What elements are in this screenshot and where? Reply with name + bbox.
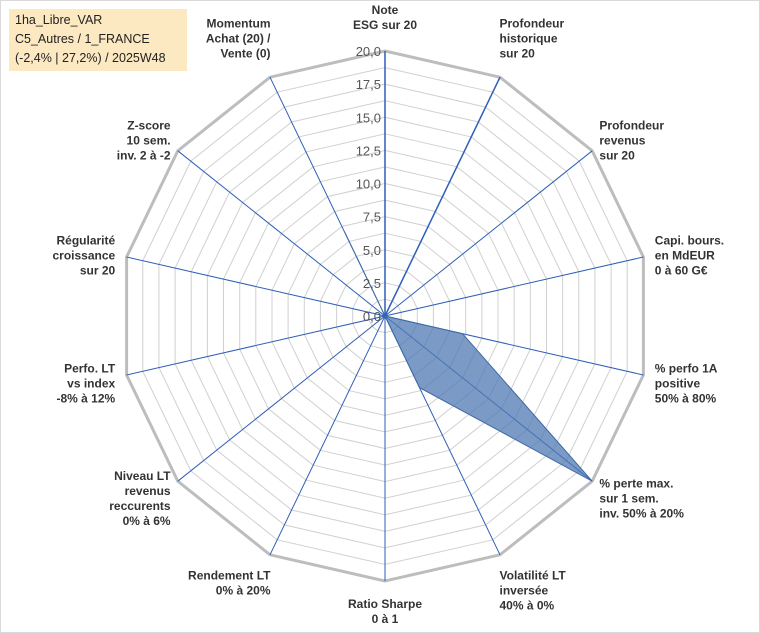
axis-label-line: Profondeur <box>500 16 565 30</box>
tick-label: 12,5 <box>356 143 381 158</box>
tick-label: 7,5 <box>363 210 381 225</box>
axis-label: Ratio Sharpe 0 à 1 <box>348 597 422 626</box>
axis-label: Régularité croissance sur 20 <box>52 234 115 278</box>
axis-spoke <box>126 256 386 317</box>
axis-spoke <box>384 150 593 317</box>
axis-label-line: -8% à 12% <box>56 391 115 405</box>
axis-label: % perte max. sur 1 sem. inv. 50% à 20% <box>599 476 684 520</box>
axis-label-line: historique <box>500 31 558 45</box>
axis-label-line: reccurents <box>109 499 171 513</box>
axis-spoke <box>126 315 386 376</box>
axis-label-line: % perte max. <box>599 476 673 490</box>
axis-label-line: 50% à 80% <box>655 391 717 405</box>
title-line-1: 1ha_Libre_VAR <box>15 13 103 27</box>
axis-label: Volatilité LT inversée 40% à 0% <box>500 569 567 613</box>
axis-label-line: sur 20 <box>80 264 116 278</box>
axis-label-line: Note <box>372 3 399 17</box>
axis-label-line: revenus <box>599 134 645 148</box>
axis-label-line: ESG sur 20 <box>353 18 417 32</box>
axis-label-line: % perfo 1A <box>655 361 718 375</box>
series-area <box>344 232 593 482</box>
tick-label: 5,0 <box>363 243 381 258</box>
axis-label-line: sur 20 <box>599 149 635 163</box>
title-line-2: C5_Autres / 1_FRANCE <box>15 32 150 46</box>
axis-label-line: inv. 2 à -2 <box>117 149 171 163</box>
axis-label-line: 0 à 1 <box>372 612 399 626</box>
axis-label-line: en MdEUR <box>655 249 715 263</box>
tick-label: 15,0 <box>356 110 381 125</box>
axis-label-line: Régularité <box>57 234 116 248</box>
axis-label-line: sur 20 <box>500 46 536 60</box>
axis-label-line: 40% à 0% <box>500 599 555 613</box>
tick-label: 0,0 <box>363 309 381 324</box>
axis-label-line: 10 sem. <box>127 134 171 148</box>
axis-spoke <box>269 315 386 556</box>
axis-label-line: sur 1 sem. <box>599 491 658 505</box>
axis-label-line: Vente (0) <box>220 46 270 60</box>
title-line-3: (-2,4% | 27,2%) / 2025W48 <box>15 51 166 65</box>
axis-label: Capi. bours. en MdEUR 0 à 60 G€ <box>655 234 724 278</box>
axis-label-line: inversée <box>500 584 549 598</box>
title-box: 1ha_Libre_VAR C5_Autres / 1_FRANCE (-2,4… <box>9 9 187 71</box>
axis-label-line: inv. 50% à 20% <box>599 506 684 520</box>
axis-label-line: croissance <box>52 249 115 263</box>
axis-spoke <box>177 150 386 317</box>
axis-label: Profondeur revenus sur 20 <box>599 119 664 163</box>
tick-label: 2,5 <box>363 276 381 291</box>
axis-label-line: 0% à 20% <box>216 584 271 598</box>
axis-label-line: Niveau LT <box>114 469 171 483</box>
axis-label: Momentum Achat (20) / Vente (0) <box>206 16 271 60</box>
tick-label: 20,0 <box>356 44 381 59</box>
axis-label: Perfo. LT vs index -8% à 12% <box>56 361 115 405</box>
axis-label-line: Rendement LT <box>188 569 271 583</box>
axis-label: % perfo 1A positive 50% à 80% <box>655 361 718 405</box>
axis-spoke <box>384 256 644 317</box>
axis-label-line: Achat (20) / <box>206 31 271 45</box>
tick-label: 17,5 <box>356 77 381 92</box>
axis-label: Rendement LT 0% à 20% <box>188 569 271 598</box>
axis-label-line: Profondeur <box>599 119 664 133</box>
axis-spoke <box>177 315 386 482</box>
axis-label-line: Ratio Sharpe <box>348 597 422 611</box>
axis-label-line: 0% à 6% <box>123 514 171 528</box>
axis-label: Note ESG sur 20 <box>353 3 417 32</box>
axis-label-line: 0 à 60 G€ <box>655 264 708 278</box>
axis-label: Niveau LT revenus reccurents 0% à 6% <box>109 469 171 528</box>
tick-label: 10,0 <box>356 177 381 192</box>
axis-label-line: revenus <box>125 484 171 498</box>
axis-label-line: Volatilité LT <box>500 569 567 583</box>
axis-label-line: Z-score <box>127 119 171 133</box>
axis-label-line: positive <box>655 376 701 390</box>
axis-spoke <box>384 76 501 317</box>
axis-label-line: Capi. bours. <box>655 234 724 248</box>
axis-label: Z-score 10 sem. inv. 2 à -2 <box>117 119 171 163</box>
axis-label: Profondeur historique sur 20 <box>500 16 565 60</box>
axis-label-line: Perfo. LT <box>64 361 116 375</box>
axis-label-line: vs index <box>67 376 115 390</box>
axis-label-line: Momentum <box>207 16 271 30</box>
